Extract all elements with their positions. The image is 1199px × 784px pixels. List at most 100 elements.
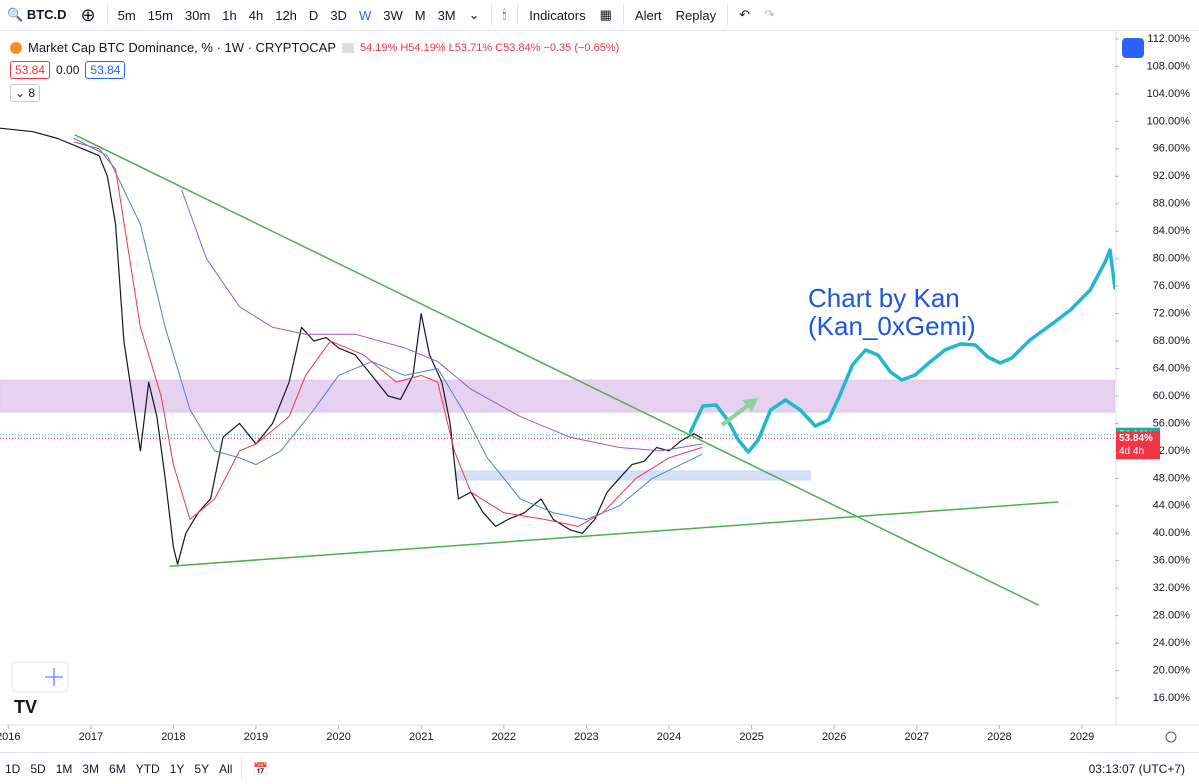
chart-type[interactable]: 🕯 (502, 7, 507, 22)
x-tick-label: 2029 (1070, 731, 1094, 743)
arrow (720, 402, 752, 427)
legend: Market Cap BTC Dominance, % · 1W · CRYPT… (10, 40, 619, 102)
interval[interactable]: 5m (117, 7, 136, 23)
x-tick-label: 2021 (409, 731, 433, 743)
zone (0, 379, 1115, 413)
y-tick-label: 40.00% (1153, 527, 1191, 539)
range[interactable]: 1D (5, 761, 21, 776)
quote-row: 53.84 0.00 53.84 (10, 61, 619, 79)
series-line (73, 141, 703, 527)
indicator-count[interactable]: ⌄ 8 (10, 84, 41, 102)
interval[interactable]: W (358, 7, 372, 23)
y-tick-label: 64.00% (1153, 362, 1191, 374)
undo[interactable]: ↶ (739, 7, 751, 22)
y-tick-label: 84.00% (1153, 225, 1191, 237)
x-tick-label: 2017 (79, 731, 103, 743)
x-tick-label: 2027 (905, 731, 929, 743)
x-tick-label: 2018 (161, 731, 185, 743)
ranges: 1D 5D 1M 3M 6M YTD 1Y 5Y All (0, 762, 237, 776)
range[interactable]: 3M (82, 761, 100, 776)
y-tick-label: 56.00% (1153, 417, 1191, 429)
range[interactable]: 1Y (169, 761, 185, 776)
x-tick-label: 2020 (326, 731, 350, 743)
y-tick-label: 72.00% (1153, 307, 1191, 319)
arrow-head (742, 398, 758, 412)
annotation: Chart by Kan (808, 283, 960, 313)
range[interactable]: All (219, 761, 233, 776)
range[interactable]: 1M (55, 761, 73, 776)
series-line (0, 127, 703, 565)
interval[interactable]: 3W (383, 7, 403, 23)
x-tick-label: 2016 (0, 731, 21, 743)
series-line (74, 134, 1039, 606)
zone (454, 470, 811, 481)
replay[interactable]: Replay (675, 7, 717, 23)
range[interactable]: 6M (109, 761, 126, 776)
y-tick-label: 88.00% (1153, 198, 1191, 210)
alert[interactable]: Alert (634, 7, 662, 23)
y-tick-label: 112.00% (1147, 33, 1190, 45)
y-tick-label: 80.00% (1153, 253, 1191, 265)
indicator-row: ⌄ 8 (10, 84, 619, 102)
bid: 53.84 (10, 61, 51, 79)
clock: 03:13:07 (UTC+7) (1088, 761, 1185, 776)
eye[interactable] (342, 42, 354, 53)
interval[interactable]: 12h (275, 7, 297, 23)
interval[interactable]: 1h (222, 7, 237, 23)
calendar[interactable]: 📅 (253, 761, 269, 776)
interval[interactable]: 3D (330, 7, 347, 23)
redo[interactable]: ↷ (764, 7, 775, 22)
separator (727, 5, 729, 25)
settings-icon[interactable] (1165, 731, 1177, 743)
y-tick-label: 76.00% (1153, 280, 1191, 292)
separator (106, 5, 108, 25)
interval[interactable]: 30m (184, 7, 211, 23)
interval[interactable]: 3M (437, 7, 456, 23)
x-tick-label: 2019 (244, 731, 268, 743)
y-tick-label: 92.00% (1153, 170, 1191, 182)
ohlc: 54.19% H54.19% L53.71% C53.84% −0.35 (−0… (360, 41, 620, 54)
legend-title: Market Cap BTC Dominance, % · 1W · CRYPT… (28, 40, 336, 55)
countdown: 4d 4h (1119, 446, 1144, 457)
interval[interactable]: 15m (147, 7, 173, 23)
interval[interactable]: 4h (248, 7, 264, 23)
range[interactable]: 5D (30, 761, 46, 776)
toolbar: 🔍 BTC.D ⊕ 5m 15m 30m 1h 4h 12h D 3D W 3W M 3M ⌄ 🕯 I… (0, 0, 1199, 31)
legend-row: Market Cap BTC Dominance, % · 1W · CRYPT… (10, 40, 619, 55)
separator (241, 758, 243, 779)
spread: 0.00 (56, 63, 80, 77)
series-line (169, 501, 1059, 567)
interval[interactable]: M (414, 7, 426, 23)
chevron[interactable]: ⌄ (468, 7, 480, 22)
y-tick-label: 44.00% (1153, 500, 1191, 512)
auto-button[interactable] (1122, 38, 1144, 58)
y-tick-label: 104.00% (1147, 88, 1191, 100)
y-tick-label: 16.00% (1153, 692, 1191, 704)
separator (517, 5, 519, 25)
crosshair-icon (45, 668, 63, 686)
y-tick-label: 28.00% (1153, 610, 1191, 622)
x-tick-label: 2025 (739, 731, 763, 743)
symbol[interactable]: 🔍 BTC.D (7, 7, 67, 22)
symbol-text: BTC.D (26, 7, 67, 22)
range[interactable]: YTD (135, 761, 160, 776)
indicator-count-text: 8 (28, 86, 36, 100)
indicators[interactable]: Indicators (529, 7, 586, 23)
price-marker (1116, 431, 1160, 460)
y-tick-label: 36.00% (1153, 555, 1191, 567)
x-tick-label: 2026 (822, 731, 846, 743)
y-tick-label: 48.00% (1153, 472, 1191, 484)
series-line (73, 138, 703, 520)
interval[interactable]: D (308, 7, 319, 23)
annotation: (Kan_0xGemi) (808, 311, 976, 341)
x-tick-label: 2024 (657, 731, 681, 743)
x-tick-label: 2023 (574, 731, 598, 743)
add-symbol[interactable]: ⊕ (80, 4, 96, 25)
y-tick-label: 60.00% (1153, 390, 1191, 402)
layouts[interactable]: ▦ (599, 7, 612, 22)
intervals: 5m 15m 30m 1h 4h 12h D 3D W 3W M 3M (112, 8, 462, 23)
bottom-bar: 1D 5D 1M 3M 6M YTD 1Y 5Y All 📅 03:13:07 (UTC+7) (0, 752, 1199, 784)
range[interactable]: 5Y (194, 761, 210, 776)
